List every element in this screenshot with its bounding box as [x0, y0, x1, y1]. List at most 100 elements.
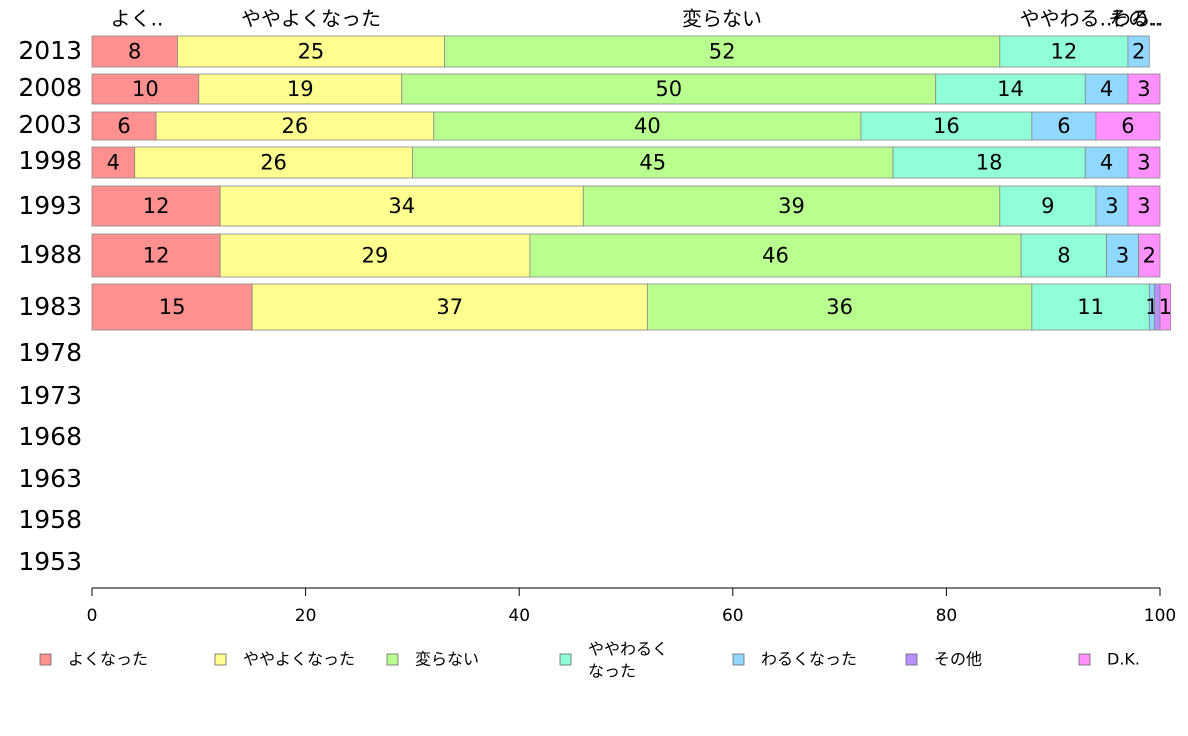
- bar-segment: [999, 185, 1097, 227]
- bar-value-label: 12: [1051, 40, 1078, 64]
- year-label: 1983: [18, 292, 82, 321]
- bar-value-label: 3: [1137, 77, 1150, 101]
- bar-value-label: 9: [1041, 194, 1054, 218]
- bar-value-label: 34: [388, 194, 415, 218]
- bar-segment: [1127, 73, 1161, 105]
- bar-value-label: 37: [436, 295, 463, 319]
- bar-value-label: 12: [143, 244, 170, 268]
- legend-swatch: [732, 653, 745, 666]
- series-top-label: ややわる..: [1020, 7, 1113, 31]
- bar-segment: [219, 233, 531, 278]
- bar-value-label: 29: [362, 244, 389, 268]
- bar-segment: [134, 146, 413, 179]
- legend-label: 変らない: [415, 650, 479, 669]
- x-tick-label: 100: [1144, 606, 1176, 626]
- legend-label: D.K.: [1107, 650, 1140, 669]
- bar-segment: [91, 146, 136, 179]
- bar-segment: [1031, 111, 1097, 141]
- bar-segment: [444, 35, 1001, 68]
- bar-segment: [1138, 233, 1161, 278]
- bar-value-label: 19: [287, 77, 314, 101]
- bar-segment: [1095, 111, 1161, 141]
- legend-swatch: [386, 653, 399, 666]
- year-label: 1993: [18, 191, 82, 220]
- x-tick-label: 20: [295, 606, 317, 626]
- bar-segment: [892, 146, 1086, 179]
- bar-value-label: 26: [260, 151, 287, 175]
- legend-swatch: [39, 653, 52, 666]
- bar-segment: [1159, 283, 1172, 331]
- year-label: 2013: [18, 36, 82, 65]
- legend: よくなった ややよくなった 変らない ややわるくなった わるくなった その他 D.K.: [39, 640, 1140, 681]
- bar-segment: [1084, 146, 1129, 179]
- bar-segment: [860, 111, 1033, 141]
- bar-value-label: 3: [1105, 194, 1118, 218]
- year-label: 1973: [18, 381, 82, 410]
- bar-value-label: 8: [128, 40, 141, 64]
- bar-value-label: 1: [1159, 295, 1172, 319]
- x-tick-label: 40: [508, 606, 530, 626]
- bar-segment: [91, 73, 200, 105]
- bar-value-label: 39: [778, 194, 805, 218]
- x-tick-label: 60: [722, 606, 744, 626]
- bar-segment: [529, 233, 1022, 278]
- bar-segment: [1127, 185, 1161, 227]
- bar-segment: [582, 185, 1001, 227]
- legend-swatch: [214, 653, 227, 666]
- bar-value-label: 6: [117, 114, 130, 138]
- bar-value-label: 8: [1057, 244, 1070, 268]
- bar-segment: [251, 283, 648, 331]
- bar-value-label: 25: [298, 40, 325, 64]
- year-label: 1998: [18, 146, 82, 175]
- legend-label: わるくなった: [761, 650, 857, 669]
- bar-segment: [935, 73, 1086, 105]
- legend-label: その他: [934, 650, 982, 669]
- series-top-label: 変らない: [682, 7, 762, 31]
- series-top-label: その..: [1108, 7, 1161, 31]
- bar-value-label: 11: [1077, 295, 1104, 319]
- bar-value-label: 46: [762, 244, 789, 268]
- bar-value-label: 3: [1137, 194, 1150, 218]
- bar-segment: [177, 35, 445, 68]
- bar-segment: [91, 111, 157, 141]
- year-label: 1958: [18, 505, 82, 534]
- bars-group: 8 25 52 12 210 19 50 14 4 36 26 40 16 6 64 26 45 18 4 312 34…: [91, 35, 1172, 331]
- series-top-label: ややよくなった: [241, 7, 381, 31]
- legend-label: ややわるくなった: [588, 640, 668, 681]
- top-labels-group: よく.. ややよくなった 変らない ややわる..わる..その..: [111, 7, 1164, 31]
- series-top-label: よく..: [111, 7, 164, 31]
- year-label: 1968: [18, 422, 82, 451]
- bar-segment: [219, 185, 584, 227]
- bar-segment: [91, 35, 178, 68]
- bar-value-label: 45: [639, 151, 666, 175]
- series-top-label: わる..: [1111, 7, 1164, 31]
- bar-segment: [1084, 73, 1129, 105]
- bar-value-label: 4: [107, 151, 120, 175]
- year-label: 2003: [18, 110, 82, 139]
- legend-swatch: [905, 653, 918, 666]
- bar-value-label: 12: [143, 194, 170, 218]
- legend-swatch: [1078, 653, 1091, 666]
- bar-value-label: 14: [997, 77, 1024, 101]
- legend-label: よくなった: [68, 650, 148, 669]
- bar-value-label: 4: [1100, 77, 1113, 101]
- bar-value-label: 3: [1137, 151, 1150, 175]
- bar-value-label: 50: [655, 77, 682, 101]
- bar-value-label: 16: [933, 114, 960, 138]
- x-axis: 0 20 40 60 80 100: [87, 587, 1176, 626]
- bar-segment: [91, 283, 253, 331]
- bar-segment: [1127, 35, 1150, 68]
- bar-value-label: 40: [634, 114, 661, 138]
- bar-segment: [999, 35, 1129, 68]
- bar-value-label: 18: [976, 151, 1003, 175]
- bar-segment: [91, 233, 221, 278]
- bar-value-label: 6: [1121, 114, 1134, 138]
- bar-segment: [411, 146, 894, 179]
- x-tick-label: 0: [87, 606, 98, 626]
- bar-value-label: 2: [1143, 244, 1156, 268]
- bar-segment: [433, 111, 862, 141]
- bar-value-label: 52: [709, 40, 736, 64]
- legend-label: ややよくなった: [243, 650, 355, 669]
- bar-value-label: 26: [282, 114, 309, 138]
